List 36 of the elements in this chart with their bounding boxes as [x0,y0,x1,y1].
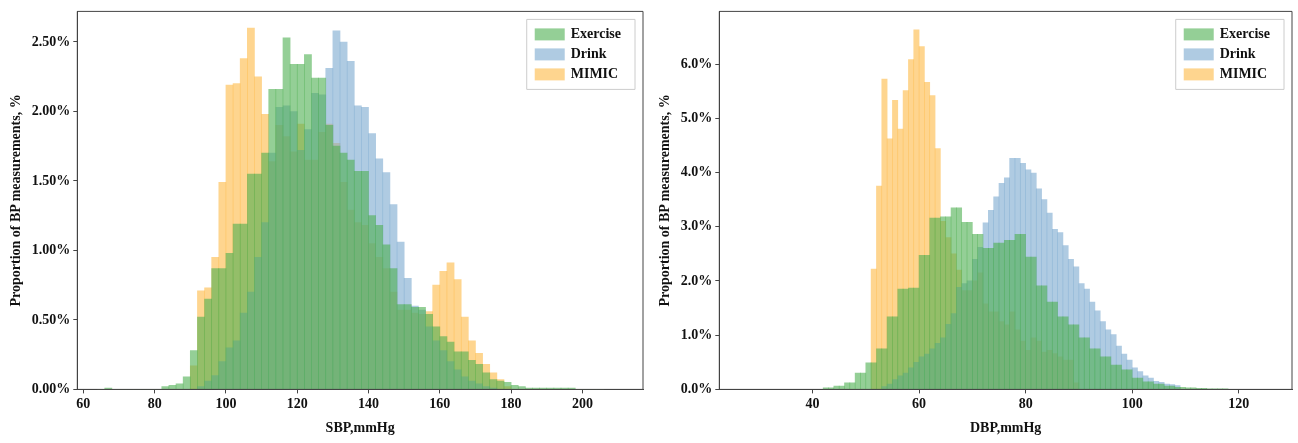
x-axis-title: SBP,mmHg [325,420,395,436]
x-tick-label: 160 [429,396,451,412]
y-tick-label: 0.00% [31,381,71,397]
y-axis-title: Proportion of BP measurements, % [657,94,673,307]
y-axis-title: Proportion of BP measurements, % [8,94,24,307]
legend-label: Exercise [570,26,621,42]
y-tick-label: 2.0% [680,272,713,288]
x-tick-label: 60 [912,396,927,412]
x-tick-label: 80 [1018,396,1033,412]
x-tick-label: 140 [358,396,380,412]
y-tick-label: 1.00% [31,242,71,258]
legend-label: MIMIC [1219,66,1268,82]
y-tick-label: 4.0% [680,164,713,180]
x-tick-label: 100 [1121,396,1143,412]
x-tick-label: 100 [215,396,237,412]
x-tick-label: 60 [76,396,91,412]
x-tick-label: 180 [500,396,522,412]
legend-label: Exercise [1219,26,1270,42]
y-tick-label: 0.50% [31,311,71,327]
x-tick-label: 40 [805,396,820,412]
y-tick-label: 3.0% [680,218,713,234]
legend-label: Drink [1219,46,1256,62]
x-tick-label: 120 [1228,396,1250,412]
y-tick-label: 2.00% [31,103,71,119]
x-tick-label: 80 [147,396,162,412]
y-tick-label: 2.50% [31,33,71,49]
x-tick-label: 120 [286,396,308,412]
y-tick-label: 0.0% [680,381,713,397]
legend-label: Drink [570,46,607,62]
legend-label: MIMIC [570,66,619,82]
y-tick-label: 1.50% [31,172,71,188]
y-tick-label: 5.0% [680,109,713,125]
y-tick-label: 6.0% [680,55,713,71]
x-tick-label: 200 [571,396,593,412]
x-axis-title: DBP,mmHg [969,420,1042,436]
y-tick-label: 1.0% [680,326,713,342]
